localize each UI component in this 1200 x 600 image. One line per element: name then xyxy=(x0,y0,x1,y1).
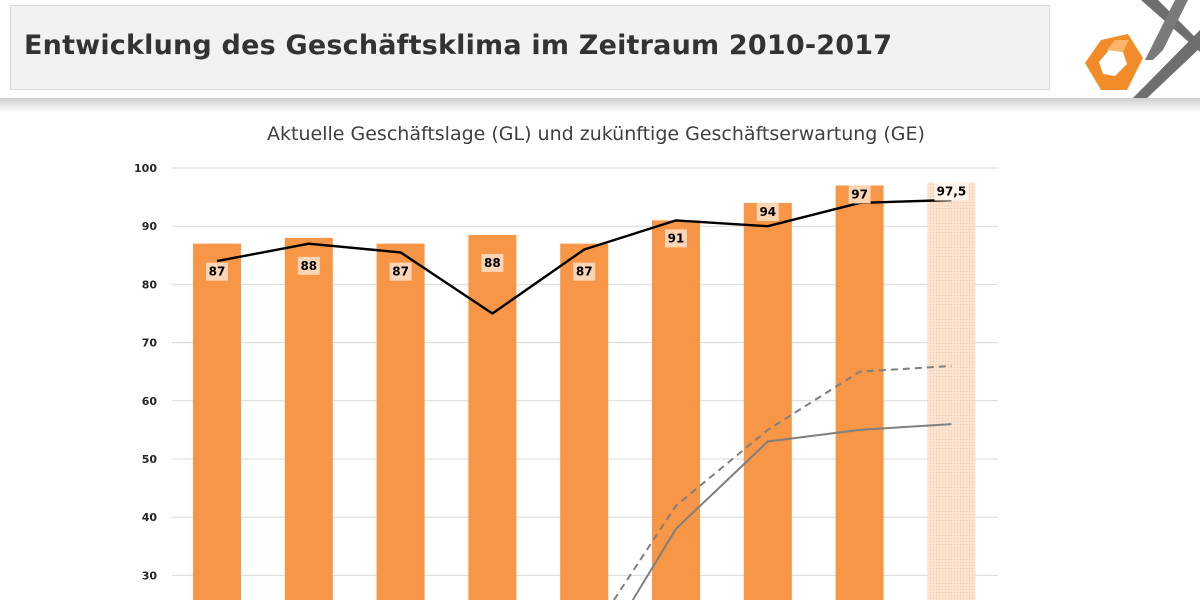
bar xyxy=(652,220,700,600)
y-tick-label: 90 xyxy=(142,220,158,233)
bar-value-label: 87 xyxy=(573,262,596,281)
company-logo-icon xyxy=(1085,0,1200,100)
header-divider xyxy=(0,98,1200,112)
bar-value-label-box xyxy=(573,262,596,281)
bar-value-label-box xyxy=(206,262,228,281)
bar-value-label: 97,5 xyxy=(934,182,969,201)
bar-value-label: 87 xyxy=(389,262,412,281)
forecast-bar xyxy=(927,182,976,600)
bar-value-label-box xyxy=(848,185,871,204)
bar-value-label-text: 88 xyxy=(484,256,501,270)
bar-value-label-box xyxy=(756,202,779,221)
chart-title: Aktuelle Geschäftslage (GL) und zukünfti… xyxy=(267,123,925,145)
bar-value-label-box xyxy=(934,182,969,201)
ge-solid-line xyxy=(631,423,952,600)
page-title: Entwicklung des Geschäftsklima im Zeitra… xyxy=(24,30,893,61)
y-tick-label: 60 xyxy=(142,395,158,408)
bar-value-label: 87 xyxy=(206,262,228,281)
bar xyxy=(835,185,884,600)
bar-value-label-text: 87 xyxy=(576,265,593,279)
bar-value-label-text: 91 xyxy=(668,231,685,245)
bar-value-label-box xyxy=(389,262,412,281)
y-tick-label: 50 xyxy=(142,453,158,466)
y-tick-label: 40 xyxy=(142,511,158,524)
y-tick-label: 30 xyxy=(142,569,158,582)
bar xyxy=(284,237,333,600)
bar xyxy=(468,234,517,600)
bar-value-label-text: 94 xyxy=(759,205,776,219)
bar-value-label: 97 xyxy=(848,185,871,204)
bar-value-label-text: 87 xyxy=(392,265,409,279)
bar-value-label: 88 xyxy=(297,256,320,275)
ge-dashed-line xyxy=(613,364,952,600)
bar-value-label-box xyxy=(297,256,320,275)
bar-value-label-text: 87 xyxy=(209,265,226,279)
bar xyxy=(560,243,609,600)
bar xyxy=(743,202,792,600)
bar xyxy=(376,243,425,600)
bar-value-label-text: 88 xyxy=(300,259,317,273)
bar-value-label: 94 xyxy=(756,202,779,221)
bar-value-label-text: 97 xyxy=(851,187,868,201)
bar-value-label-box xyxy=(665,229,687,248)
gl-line xyxy=(216,198,952,315)
bar-value-label: 91 xyxy=(665,229,687,248)
bar-value-label-box xyxy=(481,253,504,272)
y-tick-label: 80 xyxy=(142,278,158,291)
header-panel: Entwicklung des Geschäftsklima im Zeitra… xyxy=(10,5,1050,90)
bar-value-label: 88 xyxy=(481,253,504,272)
bar xyxy=(193,243,241,600)
bar-value-label-text: 97,5 xyxy=(937,185,967,199)
business-climate-chart: Aktuelle Geschäftslage (GL) und zukünfti… xyxy=(134,123,998,600)
y-tick-label: 70 xyxy=(142,337,158,350)
y-tick-label: 100 xyxy=(134,162,157,175)
